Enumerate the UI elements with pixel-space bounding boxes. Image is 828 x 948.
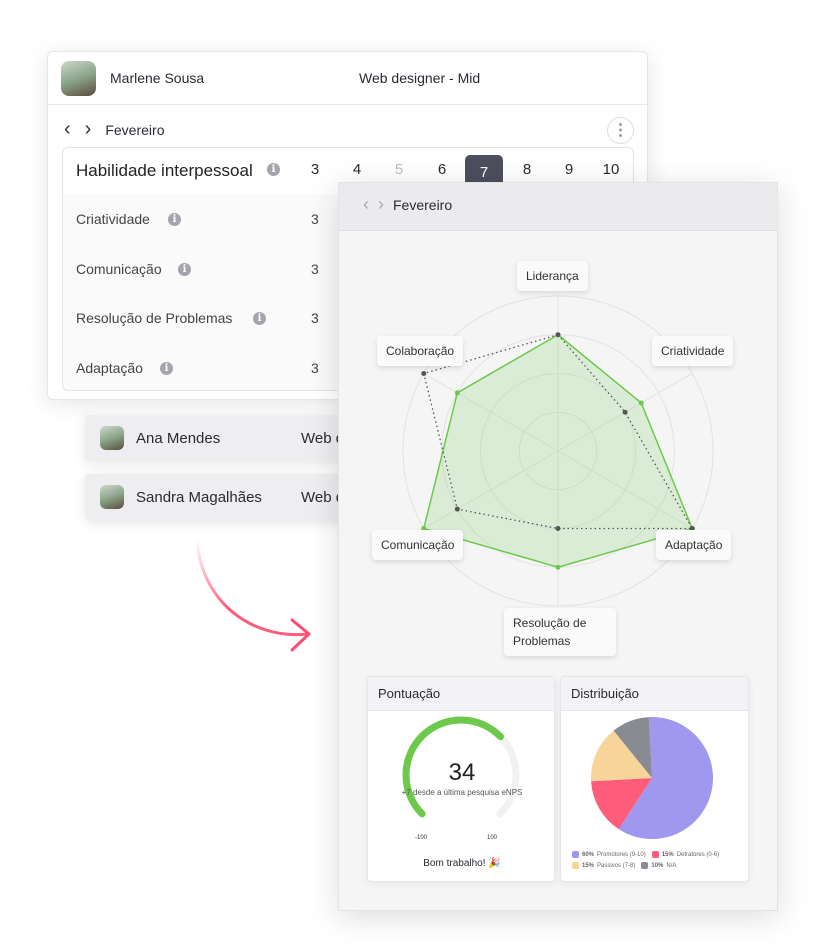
- legend-item: 60% Promotores (9-10): [572, 851, 646, 858]
- pie-legend: 60% Promotores (9-10) 15% Detratores (0-6) 1…: [572, 851, 747, 869]
- info-icon[interactable]: i: [253, 312, 266, 325]
- list-item[interactable]: Ana Mendes Web d: [85, 415, 345, 461]
- score-card: Pontuação 34 +7 desde a última pesquisa …: [367, 676, 555, 882]
- chevron-left-icon[interactable]: ‹: [64, 118, 71, 140]
- radar-label: Resolução de Problemas: [504, 608, 616, 656]
- legend-pct: 15%: [582, 862, 595, 869]
- person-name: Ana Mendes: [136, 430, 221, 447]
- radar-point: [555, 564, 561, 570]
- table-title: Habilidade interpessoal: [76, 161, 253, 180]
- avatar: [100, 485, 124, 509]
- radar-point: [454, 506, 460, 512]
- scale-option-3[interactable]: 3: [310, 161, 320, 178]
- radar-label: Comunicação: [372, 530, 464, 560]
- radar-point: [622, 409, 628, 415]
- legend-item: 15% Passivos (7-8): [572, 862, 635, 869]
- radar-point: [689, 526, 695, 531]
- report-panel: ‹ › Fevereiro Liderança Criatividade Adapt…: [338, 182, 778, 911]
- legend-label: N/A: [666, 862, 677, 869]
- legend-label: Passivos (7-8): [597, 862, 636, 869]
- radar-point: [454, 390, 460, 396]
- info-icon[interactable]: i: [160, 361, 173, 375]
- legend-pct: 10%: [651, 862, 664, 869]
- score-note: +7 desde a última pesquisa eNPS: [401, 788, 523, 797]
- gauge-max: 100: [487, 835, 498, 841]
- scale-option-10[interactable]: 10: [602, 161, 620, 178]
- legend-swatch: [572, 862, 579, 869]
- radar-chart: [402, 295, 714, 607]
- info-icon[interactable]: i: [168, 213, 181, 226]
- radar-label: Adaptação: [656, 530, 732, 560]
- radar-axis: [423, 450, 559, 529]
- row-label: Criatividade: [76, 211, 150, 227]
- row-score[interactable]: 3: [311, 359, 319, 376]
- distribution-pie: [591, 717, 713, 839]
- radar-label: Liderança: [517, 261, 588, 291]
- employee-role: Web designer - Mid: [359, 70, 481, 86]
- avatar: [61, 61, 96, 96]
- chevron-right-icon[interactable]: ›: [378, 194, 384, 214]
- list-item[interactable]: Sandra Magalhães Web d: [85, 474, 345, 520]
- radar-point: [421, 371, 427, 376]
- radar-label: Criatividade: [652, 336, 734, 366]
- radar-point: [638, 400, 644, 406]
- legend-pct: 15%: [661, 851, 674, 858]
- legend-label: Detratores (0-6): [676, 851, 720, 858]
- info-icon[interactable]: i: [178, 262, 191, 276]
- row-score[interactable]: 3: [311, 211, 319, 227]
- legend-label: Promotores (9-10): [597, 851, 646, 858]
- distribution-card: Distribuição 60% Promotores (9-10) 15% Detr…: [560, 676, 749, 882]
- legend-item: 15% Detratores (0-6): [651, 851, 720, 858]
- arrow-icon: [195, 536, 311, 652]
- chevron-left-icon[interactable]: ‹: [363, 194, 369, 214]
- score-footer: Bom trabalho! 🎉: [423, 858, 501, 869]
- gauge-min: -100: [415, 835, 428, 841]
- row-score[interactable]: 3: [311, 260, 319, 277]
- distribution-title: Distribuição: [561, 677, 748, 711]
- score-title: Pontuação: [368, 677, 554, 711]
- radar-series-solid: [422, 333, 694, 569]
- scale-option-5[interactable]: 5: [394, 161, 404, 178]
- pie-slice: [591, 778, 652, 830]
- radar-point: [555, 332, 561, 338]
- scale-option-9[interactable]: 9: [564, 161, 574, 178]
- row-label: Adaptação: [76, 359, 143, 376]
- scale-option-6[interactable]: 6: [437, 161, 447, 178]
- info-icon[interactable]: i: [267, 163, 280, 176]
- row-score[interactable]: 3: [311, 310, 319, 326]
- radar-point: [421, 526, 427, 531]
- row-label: Resolução de Problemas: [76, 310, 233, 326]
- radar-axis: [557, 450, 693, 529]
- radar-axis: [423, 373, 559, 452]
- month-label: Fevereiro: [105, 121, 165, 138]
- scale-option-4[interactable]: 4: [352, 161, 362, 178]
- person-role: Web d: [301, 430, 345, 447]
- score-value: 34: [448, 759, 476, 786]
- score-gauge: [402, 716, 520, 818]
- pie-slice: [613, 717, 652, 778]
- person-role: Web d: [301, 489, 345, 506]
- pie-slice: [591, 730, 652, 782]
- legend-swatch: [651, 851, 659, 858]
- radar-point: [555, 526, 561, 531]
- chevron-right-icon[interactable]: ›: [84, 118, 92, 140]
- more-options-icon[interactable]: ⋮: [607, 117, 634, 144]
- avatar: [100, 426, 124, 450]
- legend-item: 10% N/A: [641, 862, 676, 869]
- legend-swatch: [641, 862, 649, 869]
- radar-label: Colaboração: [377, 336, 464, 366]
- legend-pct: 60%: [582, 851, 595, 858]
- pie-slice: [618, 717, 713, 839]
- gauge-fill: [402, 716, 504, 818]
- legend-swatch: [572, 851, 579, 858]
- employee-name: Marlene Sousa: [110, 70, 205, 86]
- panel-month: Fevereiro: [393, 196, 453, 213]
- row-label: Comunicação: [76, 260, 162, 277]
- person-name: Sandra Magalhães: [136, 489, 262, 506]
- scale-option-8[interactable]: 8: [522, 161, 532, 178]
